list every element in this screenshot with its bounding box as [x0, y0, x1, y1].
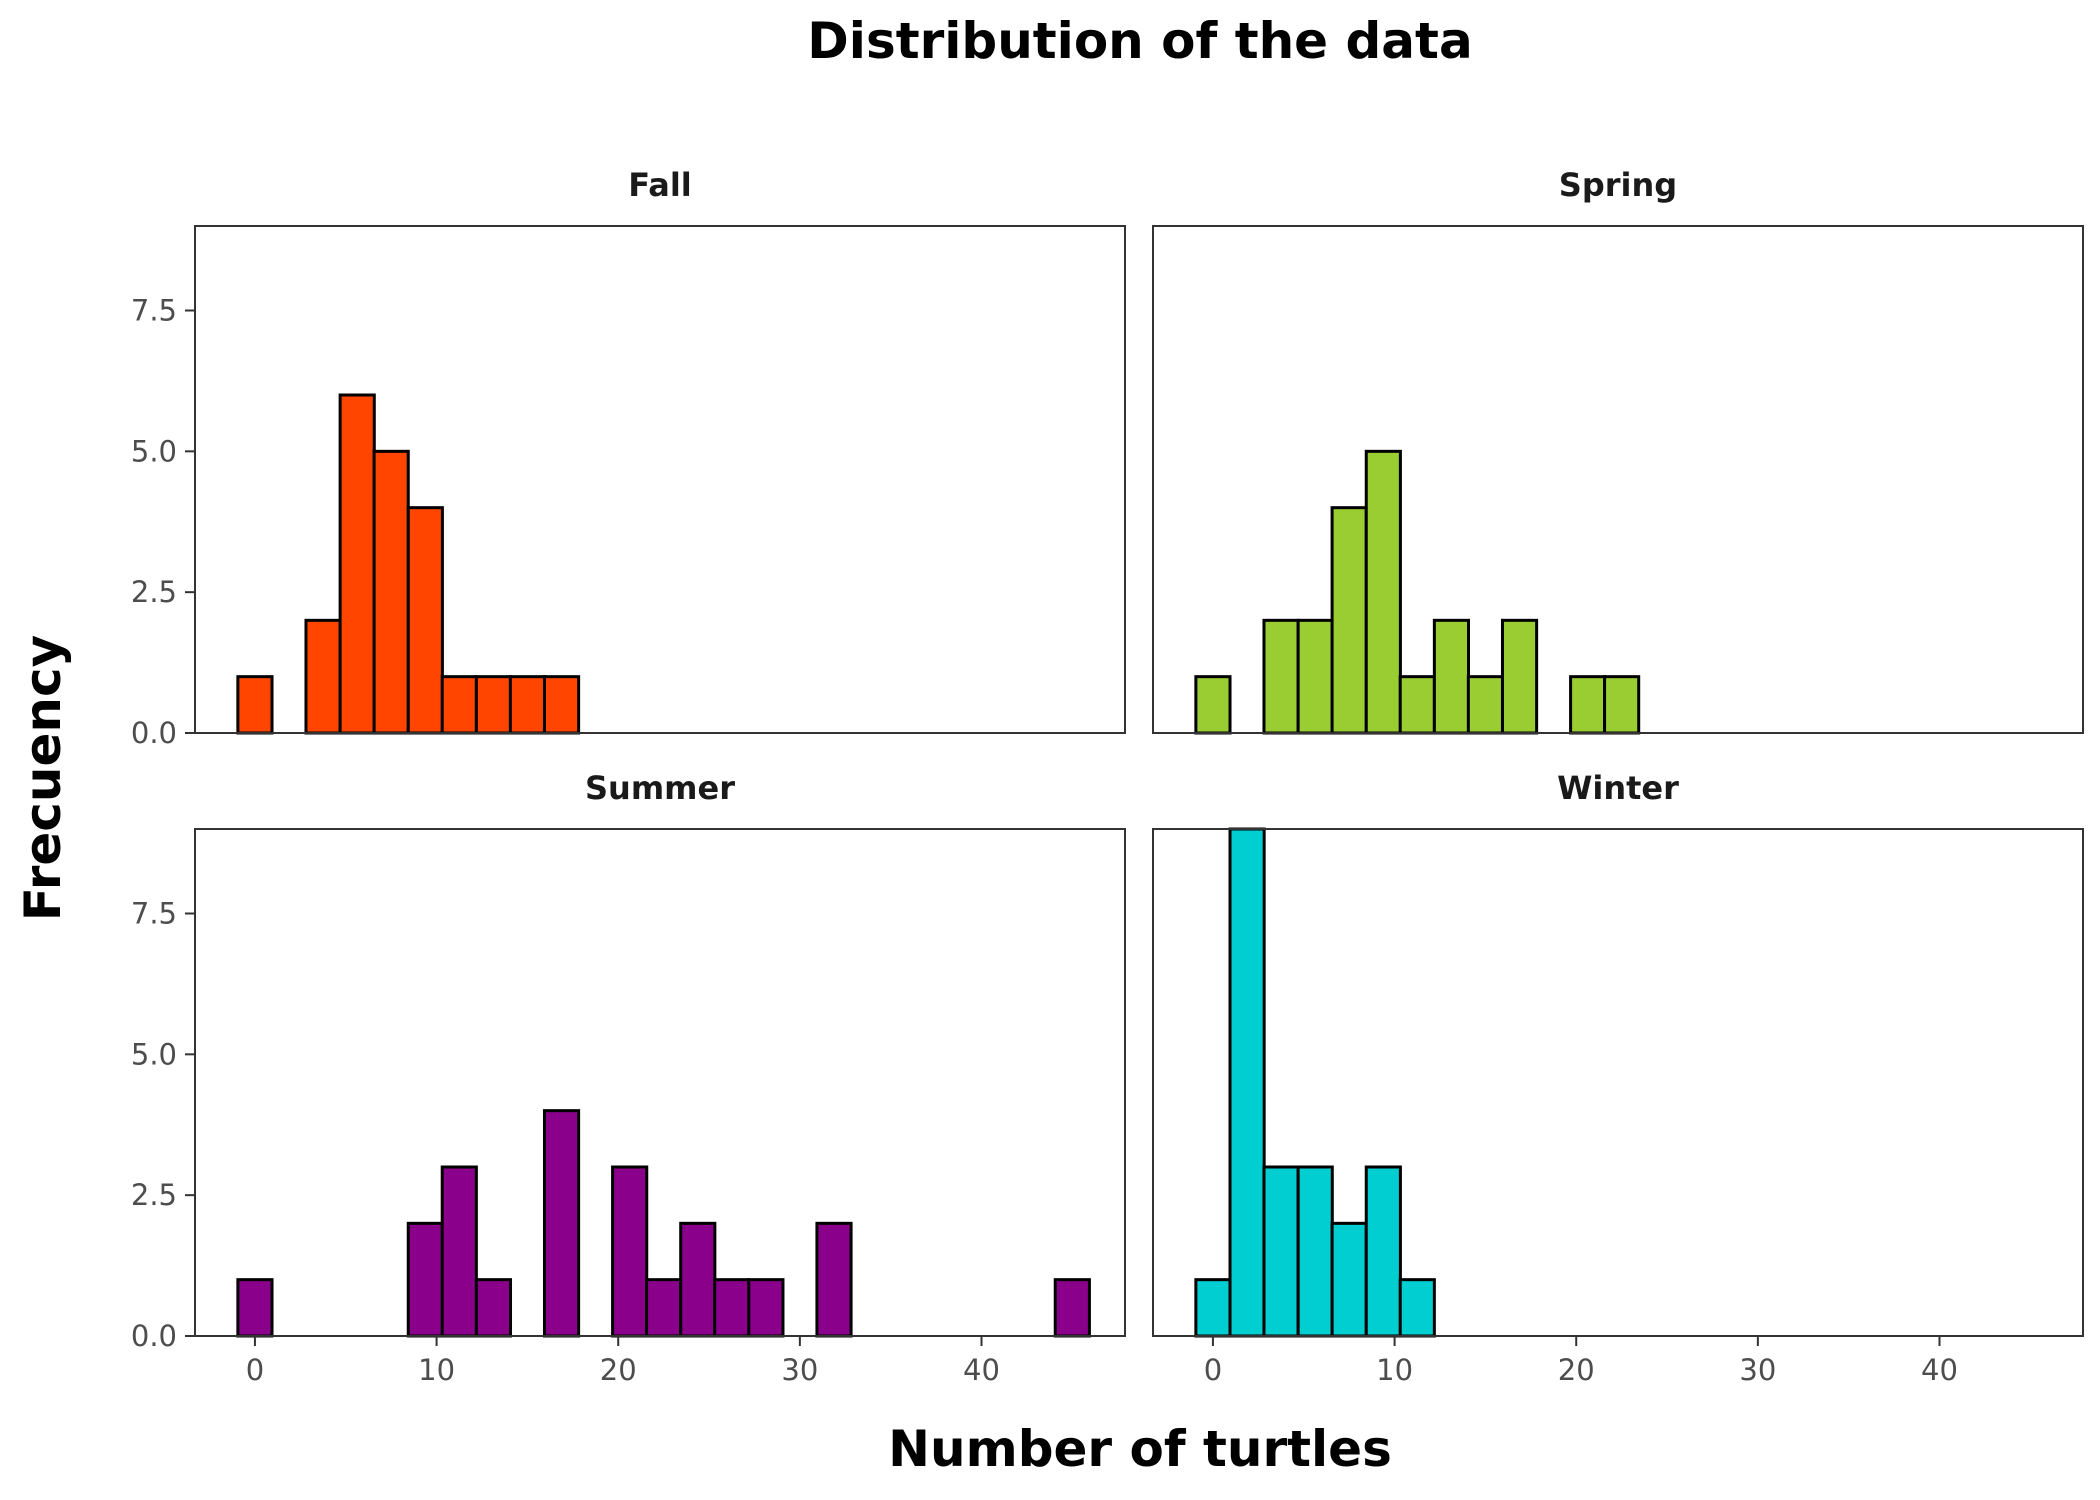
panel-winter: Winter 0 10 20 30 40 — [1152, 769, 2084, 1387]
histogram-bar-summer — [474, 1278, 513, 1338]
panel-summer: Summer 0.0 2.5 5.0 7.5 0 10 20 30 40 — [131, 769, 1126, 1387]
y-tick-label: 2.5 — [131, 1178, 177, 1212]
histogram-bar-spring — [1603, 675, 1641, 735]
histogram-bar-spring — [1500, 618, 1539, 735]
facet-label-fall: Fall — [628, 166, 692, 204]
x-tick-label: 40 — [1921, 1353, 1958, 1387]
facet-label-summer: Summer — [585, 769, 735, 807]
x-tick-label: 30 — [1739, 1353, 1776, 1387]
histogram-bar-winter — [1330, 1221, 1368, 1338]
histogram-bar-fall — [542, 675, 581, 735]
histogram-bar-winter — [1262, 1165, 1300, 1338]
x-tick-label: 20 — [1558, 1353, 1595, 1387]
histogram-bar-summer — [542, 1109, 581, 1338]
x-tick-label: 0 — [1204, 1353, 1222, 1387]
histogram-bar-fall — [372, 449, 410, 735]
histogram-bar-winter — [1398, 1278, 1436, 1338]
facet-panels: Fall 0.0 2.5 5.0 7.5 Spring Summer 0.0 2.5 5.0 7.5… — [131, 166, 2084, 1387]
histogram-bar-summer — [236, 1278, 274, 1338]
histogram-bar-summer — [611, 1165, 649, 1338]
histogram-bar-winter — [1296, 1165, 1334, 1338]
histogram-bar-summer — [645, 1278, 683, 1338]
histogram-bar-summer — [440, 1165, 478, 1338]
histogram-bar-fall — [304, 618, 342, 735]
x-tick-label: 10 — [1376, 1353, 1413, 1387]
panel-fall: Fall 0.0 2.5 5.0 7.5 — [131, 166, 1126, 750]
histogram-bar-summer — [747, 1278, 785, 1338]
panel-border-winter — [1152, 828, 2084, 1337]
histogram-bar-fall — [406, 506, 444, 735]
histogram-bar-fall — [440, 675, 478, 735]
y-tick-label: 5.0 — [131, 434, 177, 468]
y-axis-title: Frecuency — [14, 635, 72, 922]
panel-border-spring — [1152, 225, 2084, 734]
histogram-bar-spring — [1398, 675, 1436, 735]
x-axis-title: Number of turtles — [888, 1420, 1392, 1478]
histogram-bar-winter — [1194, 1278, 1232, 1338]
histogram-bar-winter — [1364, 1165, 1402, 1338]
histogram-bar-fall — [508, 675, 546, 735]
x-tick-label: 20 — [600, 1353, 637, 1387]
y-tick-label: 0.0 — [131, 1319, 177, 1353]
histogram-bar-fall — [236, 675, 274, 735]
chart-title: Distribution of the data — [807, 12, 1472, 70]
histogram-bar-spring — [1364, 449, 1402, 735]
histogram-bar-spring — [1296, 618, 1334, 735]
histogram-bar-spring — [1466, 675, 1504, 735]
panel-spring: Spring — [1152, 166, 2084, 735]
histogram-bar-fall — [474, 675, 513, 735]
histogram-bar-spring — [1262, 618, 1300, 735]
x-tick-label: 40 — [963, 1353, 1000, 1387]
y-tick-label: 7.5 — [131, 294, 177, 328]
facet-label-winter: Winter — [1557, 769, 1679, 807]
x-tick-label: 10 — [418, 1353, 455, 1387]
histogram-bar-winter — [1228, 827, 1266, 1338]
x-tick-label: 0 — [246, 1353, 264, 1387]
y-tick-label: 2.5 — [131, 575, 177, 609]
panel-border-summer — [194, 828, 1126, 1337]
histogram-bar-spring — [1194, 675, 1232, 735]
histogram-bar-spring — [1432, 618, 1471, 735]
y-tick-label: 7.5 — [131, 897, 177, 931]
y-tick-label: 0.0 — [131, 716, 177, 750]
histogram-bar-summer — [713, 1278, 751, 1338]
histogram-bar-spring — [1569, 675, 1607, 735]
histogram-bar-spring — [1330, 506, 1368, 735]
facet-label-spring: Spring — [1559, 166, 1677, 204]
histogram-bar-summer — [679, 1221, 717, 1338]
histogram-bar-summer — [815, 1221, 853, 1338]
histogram-bar-fall — [338, 393, 376, 735]
histogram-bar-summer — [1053, 1278, 1091, 1338]
y-tick-label: 5.0 — [131, 1037, 177, 1071]
panel-border-fall — [194, 225, 1126, 734]
x-tick-label: 30 — [781, 1353, 818, 1387]
histogram-bar-summer — [406, 1221, 444, 1338]
